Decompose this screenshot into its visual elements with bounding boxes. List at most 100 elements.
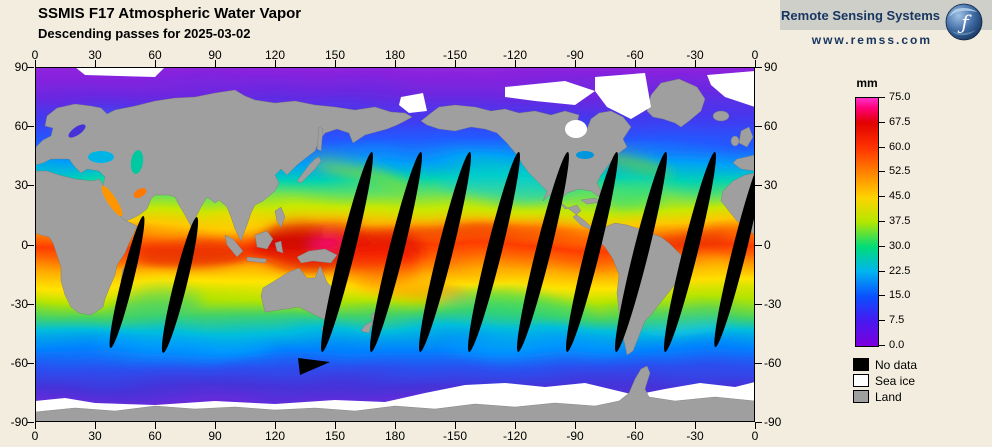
colorbar-tick-label: 15.0 bbox=[889, 289, 911, 302]
colorbar-tick-mark bbox=[879, 345, 885, 346]
lon-label-top: 150 bbox=[324, 48, 346, 62]
lat-tick-left bbox=[27, 126, 34, 128]
red-sea bbox=[101, 185, 123, 217]
lat-label-right: 90 bbox=[764, 60, 778, 74]
lon-label-top: 120 bbox=[264, 48, 286, 62]
lat-tick-right bbox=[755, 422, 762, 423]
lon-tick-bottom bbox=[575, 422, 576, 429]
globe-f-glyph: ƒ bbox=[957, 10, 972, 34]
colorbar-tick-label: 67.5 bbox=[889, 115, 911, 128]
no-data-swath bbox=[161, 217, 199, 353]
colorbar-tick-mark bbox=[879, 221, 885, 222]
remss-logo-text: Remote Sensing Systems bbox=[781, 8, 940, 23]
lat-label-right: -60 bbox=[764, 355, 782, 370]
colorbar-tick-label: 75.0 bbox=[889, 91, 911, 103]
land-sumatra bbox=[224, 234, 244, 258]
lon-tick-bottom bbox=[635, 422, 636, 429]
lat-label-right: 30 bbox=[764, 178, 778, 193]
remss-url-link[interactable]: www.remss.com bbox=[811, 33, 932, 47]
colorbar-tick-mark bbox=[879, 196, 885, 198]
no-data-swath bbox=[468, 152, 520, 352]
lon-tick-bottom bbox=[215, 422, 216, 429]
legend-row-no-data: No data bbox=[853, 357, 983, 372]
sea-ice-swatch bbox=[853, 374, 869, 387]
no-data-pennant bbox=[298, 358, 330, 375]
lon-label-top: 180 bbox=[384, 48, 406, 62]
lon-tick-top bbox=[275, 60, 276, 67]
lon-tick-top bbox=[95, 60, 96, 67]
lon-tick-bottom bbox=[515, 422, 516, 429]
no-data-swath bbox=[109, 216, 145, 348]
land-new-guinea bbox=[296, 248, 338, 264]
colorbar-tick-mark bbox=[879, 121, 885, 123]
lat-tick-left bbox=[27, 244, 34, 246]
lon-label-top: -90 bbox=[566, 48, 584, 62]
map-border bbox=[35, 67, 755, 422]
colorbar-tick-label: 30.0 bbox=[889, 239, 911, 252]
lon-label-top: -30 bbox=[686, 48, 704, 62]
sea-ice-beaufort bbox=[505, 81, 595, 105]
lon-tick-bottom bbox=[695, 422, 696, 429]
lon-tick-top bbox=[635, 60, 636, 67]
lat-label-right: -30 bbox=[764, 296, 782, 311]
sea-ice-greenland-sea bbox=[707, 71, 755, 107]
lon-label-top: -120 bbox=[502, 48, 528, 62]
lon-tick-bottom bbox=[275, 422, 276, 429]
lon-tick-top bbox=[695, 60, 696, 67]
land-masses bbox=[34, 78, 756, 356]
lon-label-bottom: 30 bbox=[88, 429, 102, 443]
lon-label-top: -60 bbox=[626, 48, 644, 62]
lon-tick-top bbox=[335, 60, 336, 67]
great-lakes bbox=[576, 151, 594, 159]
lon-tick-bottom bbox=[755, 422, 756, 429]
lat-tick-left bbox=[27, 185, 34, 187]
lon-label-top: -150 bbox=[442, 48, 468, 62]
page-subtitle: Descending passes for 2025-03-02 bbox=[38, 26, 251, 41]
colorbar-tick-label: 7.5 bbox=[889, 314, 905, 327]
legend-label-sea-ice: Sea ice bbox=[875, 373, 916, 388]
lon-label-bottom: 120 bbox=[264, 429, 286, 443]
no-data-swath bbox=[370, 152, 422, 352]
lat-label-right: 60 bbox=[764, 119, 778, 134]
land-iceland bbox=[712, 110, 730, 122]
no-data-swath bbox=[419, 152, 471, 352]
baltic-sea bbox=[68, 124, 86, 138]
lon-label-bottom: 180 bbox=[384, 429, 406, 443]
lon-label-bottom: 0 bbox=[751, 429, 759, 443]
colorbar-tick-label: 22.5 bbox=[889, 264, 911, 277]
world-map bbox=[20, 57, 770, 437]
land-new-zealand-south bbox=[360, 320, 374, 334]
lon-label-top: 0 bbox=[751, 48, 759, 62]
lat-tick-right bbox=[755, 362, 762, 364]
lon-tick-top bbox=[155, 60, 156, 67]
lon-tick-top bbox=[755, 60, 756, 67]
lat-tick-right bbox=[755, 244, 762, 246]
legend: No data Sea ice Land bbox=[853, 357, 983, 405]
lon-tick-bottom bbox=[395, 422, 396, 429]
lon-tick-bottom bbox=[335, 422, 336, 429]
colorbar-tick-label: 60.0 bbox=[889, 140, 911, 153]
colorbar-unit-label: mm bbox=[856, 76, 878, 90]
lon-label-bottom: -120 bbox=[502, 429, 528, 443]
lon-tick-bottom bbox=[155, 422, 156, 429]
lat-label-left: -60 bbox=[10, 355, 28, 370]
lat-tick-left bbox=[27, 422, 34, 423]
lon-label-bottom: -30 bbox=[686, 429, 704, 443]
lat-label-left: 0 bbox=[21, 237, 28, 252]
lon-tick-top bbox=[215, 60, 216, 67]
lat-tick-left bbox=[27, 362, 34, 364]
sea-ice-baffin-bay bbox=[595, 73, 651, 119]
colorbar bbox=[855, 97, 879, 347]
land-iberia bbox=[732, 154, 756, 172]
lat-label-left: -90 bbox=[10, 415, 28, 429]
lon-label-bottom: 60 bbox=[148, 429, 162, 443]
caspian-sea bbox=[130, 150, 144, 174]
lon-tick-top bbox=[395, 60, 396, 67]
lon-tick-top bbox=[455, 60, 456, 67]
lon-label-bottom: -90 bbox=[566, 429, 584, 443]
colorbar-tick-label: 52.5 bbox=[889, 165, 911, 178]
land-philippines bbox=[274, 206, 286, 228]
land-britain bbox=[738, 126, 754, 148]
lat-tick-right bbox=[755, 185, 762, 187]
